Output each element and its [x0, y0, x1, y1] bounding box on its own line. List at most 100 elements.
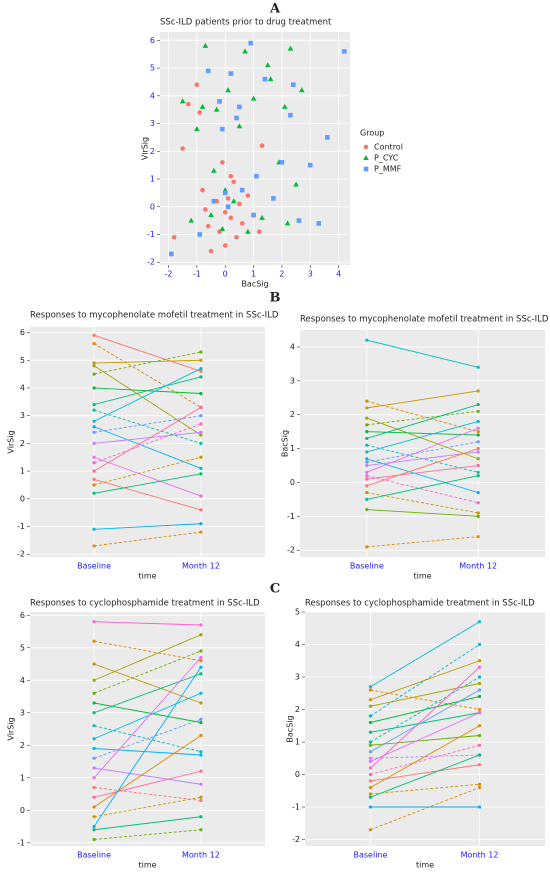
- series-line: [366, 431, 479, 436]
- legend-label: P_CYC: [374, 154, 399, 163]
- point: [92, 469, 96, 473]
- point: [92, 342, 96, 346]
- point: [271, 196, 276, 201]
- y-tick-label: -2: [287, 546, 295, 555]
- series-line: [94, 473, 201, 494]
- series-line: [94, 816, 201, 831]
- y-tick-label: 3: [20, 708, 25, 717]
- point: [199, 733, 203, 738]
- point: [234, 234, 239, 240]
- point: [477, 620, 482, 624]
- chart-title: Responses to cyclophosphamide treatment …: [30, 599, 260, 609]
- point: [477, 707, 482, 712]
- point: [199, 433, 203, 437]
- point: [208, 212, 214, 218]
- point: [476, 440, 480, 444]
- y-tick-label: 1: [290, 444, 295, 453]
- point: [284, 220, 291, 226]
- point: [259, 214, 265, 220]
- y-tick-label: 3: [150, 119, 155, 128]
- chart: B Responses to mycophenolate mofetil trea…: [7, 291, 281, 581]
- series-line: [94, 359, 201, 364]
- point: [476, 450, 480, 454]
- x-tick-label: -2: [165, 270, 173, 279]
- point: [365, 423, 369, 427]
- legend-swatch: [363, 144, 369, 150]
- point: [250, 95, 257, 101]
- point: [368, 805, 373, 809]
- y-tick-label: 3: [20, 411, 25, 420]
- point: [279, 160, 285, 165]
- y-tick-label: 4: [290, 342, 295, 351]
- plot-background: [160, 32, 350, 265]
- x-axis-title: time: [413, 572, 431, 581]
- plot-background: [30, 612, 265, 846]
- point: [199, 508, 203, 512]
- panel-label: C: [270, 582, 280, 597]
- point: [365, 436, 369, 441]
- series-line: [366, 390, 479, 409]
- series-line: [93, 666, 202, 827]
- y-tick-label: 6: [150, 36, 155, 45]
- point: [365, 491, 369, 495]
- series-line: [93, 351, 202, 375]
- x-tick-label: Month 12: [182, 562, 220, 571]
- point: [365, 470, 369, 474]
- point: [476, 474, 480, 478]
- point: [199, 103, 206, 109]
- point: [477, 659, 482, 663]
- point: [477, 681, 482, 686]
- x-tick-label: 0: [223, 270, 228, 279]
- y-tick-label: 2: [20, 741, 25, 750]
- point: [199, 369, 203, 373]
- point: [92, 776, 96, 780]
- y-tick-label: 1: [295, 738, 300, 747]
- point: [477, 694, 482, 699]
- y-tick-label: 2: [290, 410, 295, 419]
- point: [477, 675, 482, 679]
- point: [199, 391, 203, 396]
- series-line: [366, 492, 479, 514]
- plot-background: [300, 330, 545, 557]
- point: [236, 123, 243, 129]
- point: [92, 746, 96, 751]
- point: [264, 62, 271, 68]
- point: [477, 688, 482, 692]
- series-line: [366, 441, 479, 463]
- point: [476, 409, 480, 413]
- point: [92, 527, 96, 531]
- series-line: [93, 657, 202, 779]
- point: [92, 711, 96, 715]
- y-tick-label: 2: [20, 439, 25, 448]
- point: [220, 126, 225, 132]
- series-line: [94, 787, 201, 801]
- point: [228, 215, 234, 221]
- point: [92, 477, 96, 482]
- point: [194, 126, 200, 132]
- point: [208, 248, 214, 254]
- point: [213, 106, 220, 112]
- x-axis-title: BacSig: [241, 280, 268, 289]
- point: [248, 40, 254, 46]
- series-line: [94, 640, 201, 662]
- point: [368, 779, 373, 783]
- point: [476, 463, 480, 468]
- point: [199, 494, 203, 498]
- point: [199, 358, 203, 362]
- point: [476, 419, 480, 424]
- point: [169, 251, 174, 257]
- point: [259, 143, 265, 149]
- point: [171, 234, 177, 240]
- y-tick-label: 0: [290, 478, 295, 487]
- legend-title: Group: [360, 129, 384, 138]
- point: [368, 685, 373, 689]
- point: [365, 463, 369, 468]
- point: [477, 753, 482, 757]
- point: [92, 361, 96, 365]
- series-line: [93, 376, 202, 406]
- point: [92, 441, 96, 445]
- point: [92, 691, 96, 695]
- point: [217, 99, 222, 104]
- y-tick-label: 5: [150, 64, 155, 73]
- point: [199, 455, 203, 459]
